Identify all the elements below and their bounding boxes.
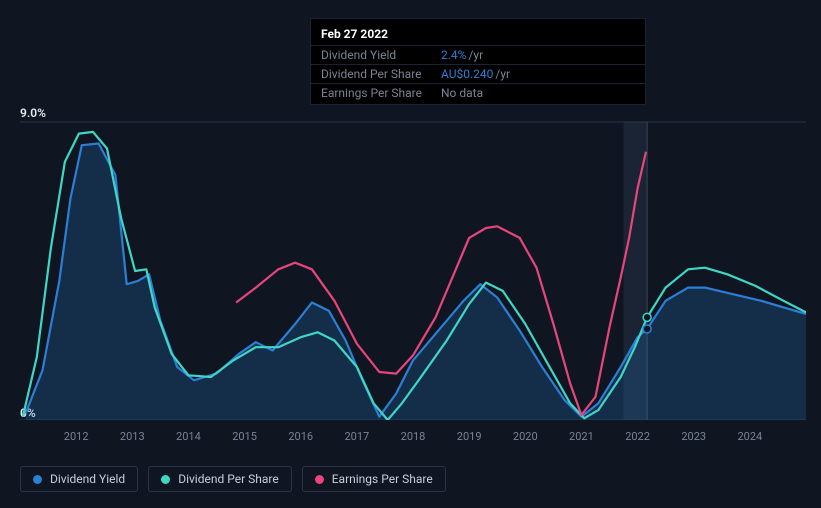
x-tick-label: 2023 xyxy=(681,430,706,443)
x-tick-label: 2012 xyxy=(64,430,89,443)
tooltip-value: AU$0.240 xyxy=(441,67,493,81)
x-tick-label: 2014 xyxy=(176,430,201,443)
x-tick-label: 2019 xyxy=(457,430,482,443)
chart-legend: Dividend Yield Dividend Per Share Earnin… xyxy=(20,466,446,492)
x-tick-label: 2020 xyxy=(513,430,538,443)
x-tick-label: 2017 xyxy=(344,430,369,443)
tooltip-row-eps: Earnings Per Share No data xyxy=(311,83,645,102)
tooltip-date: Feb 27 2022 xyxy=(311,25,645,45)
marker-yield xyxy=(643,325,651,333)
legend-dot-icon xyxy=(161,475,170,484)
x-tick-label: 2018 xyxy=(401,430,426,443)
x-tick-label: 2013 xyxy=(120,430,145,443)
tooltip-unit: /yr xyxy=(468,48,483,62)
tooltip-value: No data xyxy=(441,86,483,100)
legend-dot-icon xyxy=(33,475,42,484)
series-area-yield xyxy=(26,144,806,421)
legend-item-dps[interactable]: Dividend Per Share xyxy=(148,466,292,492)
chart-tooltip: Feb 27 2022 Dividend Yield 2.4% /yr Divi… xyxy=(310,18,646,105)
legend-label: Dividend Yield xyxy=(50,472,125,486)
tooltip-row-yield: Dividend Yield 2.4% /yr xyxy=(311,45,645,64)
tooltip-label: Dividend Per Share xyxy=(321,67,441,81)
x-tick-label: 2016 xyxy=(288,430,313,443)
dividend-chart: Feb 27 2022 Dividend Yield 2.4% /yr Divi… xyxy=(0,0,821,508)
legend-item-eps[interactable]: Earnings Per Share xyxy=(302,466,446,492)
x-tick-label: 2015 xyxy=(232,430,257,443)
tooltip-value: 2.4% xyxy=(441,48,466,62)
tooltip-row-dps: Dividend Per Share AU$0.240 /yr xyxy=(311,64,645,83)
legend-item-yield[interactable]: Dividend Yield xyxy=(20,466,138,492)
marker-dps xyxy=(643,313,651,321)
legend-label: Earnings Per Share xyxy=(332,472,433,486)
legend-dot-icon xyxy=(315,475,324,484)
tooltip-unit: /yr xyxy=(495,67,510,81)
tooltip-label: Earnings Per Share xyxy=(321,86,441,100)
x-tick-label: 2021 xyxy=(569,430,594,443)
legend-label: Dividend Per Share xyxy=(178,472,279,486)
chart-plot-area[interactable] xyxy=(20,111,806,420)
x-tick-label: 2024 xyxy=(737,430,762,443)
x-tick-label: 2022 xyxy=(625,430,650,443)
tooltip-label: Dividend Yield xyxy=(321,48,441,62)
